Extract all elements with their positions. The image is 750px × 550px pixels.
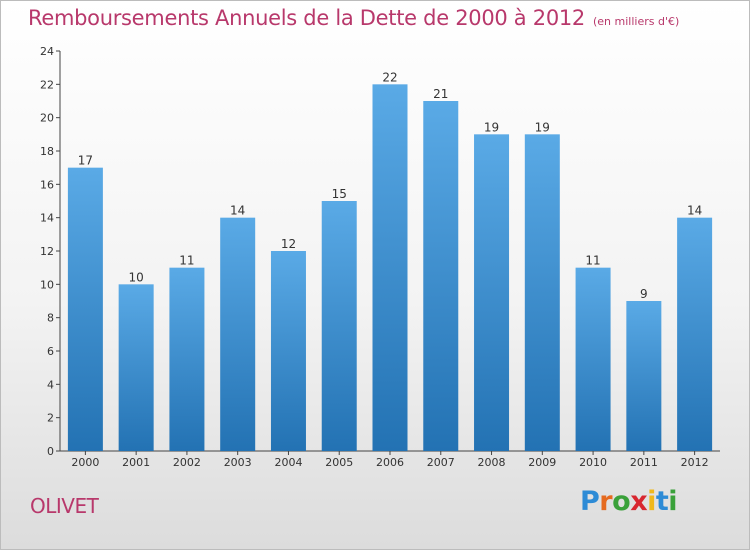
bar-2012 [677, 217, 713, 451]
x-tick-label: 2000 [71, 456, 99, 469]
bar-2006 [372, 84, 408, 451]
x-tick-label: 2007 [427, 456, 455, 469]
y-tick-label: 18 [40, 145, 54, 158]
bar-2008 [474, 134, 510, 452]
bar-2005 [321, 201, 357, 451]
value-label: 15 [332, 187, 347, 201]
logo-letter: t [655, 486, 669, 517]
x-tick-label: 2006 [376, 456, 404, 469]
value-label: 9 [640, 287, 648, 301]
chart-title: Remboursements Annuels de la Dette de 20… [28, 6, 679, 30]
bar-2000 [67, 167, 103, 451]
y-tick-label: 20 [40, 112, 54, 125]
x-tick-label: 2009 [528, 456, 556, 469]
y-tick-label: 10 [40, 278, 54, 291]
logo-letter: r [599, 486, 613, 517]
value-label: 11 [179, 254, 194, 268]
y-tick-label: 22 [40, 78, 54, 91]
bar-2003 [220, 217, 256, 451]
logo-letter: i [668, 486, 678, 517]
logo-letter: x [630, 486, 648, 517]
x-tick-label: 2002 [173, 456, 201, 469]
bar-2002 [169, 267, 205, 451]
x-tick-label: 2003 [224, 456, 252, 469]
value-label: 10 [129, 270, 144, 284]
y-tick-label: 2 [47, 412, 54, 425]
value-label: 12 [281, 237, 296, 251]
value-label: 19 [535, 120, 550, 134]
proxiti-logo: Proxiti [580, 486, 678, 517]
chart-title-text: Remboursements Annuels de la Dette de 20… [28, 6, 585, 30]
y-tick-label: 8 [47, 312, 54, 325]
bar-2010 [575, 267, 611, 451]
x-tick-label: 2010 [579, 456, 607, 469]
value-label: 14 [230, 204, 245, 218]
y-tick-label: 24 [40, 45, 54, 58]
value-label: 11 [585, 254, 600, 268]
value-label: 17 [78, 154, 93, 168]
y-tick-label: 6 [47, 345, 54, 358]
bar-2011 [626, 301, 662, 451]
bar-2001 [118, 284, 154, 451]
bar-2009 [524, 134, 560, 452]
y-tick-label: 0 [47, 445, 54, 458]
chart-subtitle: (en milliers d'€) [593, 15, 680, 28]
logo-letter: i [647, 486, 656, 517]
logo-letter: P [580, 486, 600, 517]
value-label: 19 [484, 120, 499, 134]
x-tick-label: 2001 [122, 456, 150, 469]
chart-bars [67, 84, 713, 452]
y-tick-label: 12 [40, 245, 54, 258]
x-tick-label: 2008 [478, 456, 506, 469]
x-tick-label: 2012 [681, 456, 709, 469]
bar-2004 [270, 251, 306, 451]
y-tick-label: 16 [40, 178, 54, 191]
value-label: 22 [382, 70, 397, 84]
x-tick-label: 2005 [325, 456, 353, 469]
x-tick-label: 2004 [274, 456, 302, 469]
value-label: 14 [687, 204, 702, 218]
y-tick-label: 14 [40, 212, 54, 225]
logo-letter: o [612, 486, 631, 517]
value-label: 21 [433, 87, 448, 101]
y-tick-label: 4 [47, 378, 54, 391]
x-tick-label: 2011 [630, 456, 658, 469]
bar-2007 [423, 101, 459, 451]
chart-labels: 2000 17 2001 10 2002 11 2003 14 2004 12 2005 15 2006… [71, 70, 708, 469]
city-name: OLIVET [30, 494, 99, 518]
